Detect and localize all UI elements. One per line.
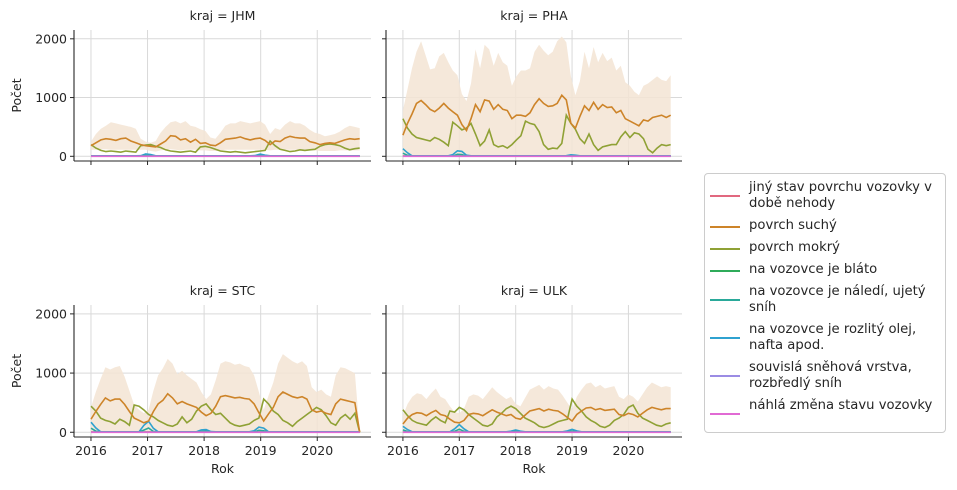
y-axis-label: Počet xyxy=(9,354,24,388)
x-tick-label: 2020 xyxy=(613,443,645,458)
series-line-sucha xyxy=(90,134,360,148)
y-tick-label: 1000 xyxy=(35,90,67,105)
confidence-band xyxy=(402,382,671,433)
series-line-sucha xyxy=(402,93,672,136)
series-line-sucha xyxy=(402,406,671,425)
legend: jiný stav povrchu vozovky v době nehody p… xyxy=(704,173,946,433)
y-axis-label: Počet xyxy=(9,78,24,112)
y-tick-label: 0 xyxy=(59,425,67,440)
x-tick-label: 2016 xyxy=(75,443,107,458)
facet-panel-jhm: kraj = JHM 0 1000 2000 Počet xyxy=(9,8,371,165)
facet-title: kraj = ULK xyxy=(501,283,568,298)
x-axis-label: Rok xyxy=(211,461,235,476)
confidence-band xyxy=(91,121,360,152)
facet-title: kraj = PHA xyxy=(500,8,568,23)
y-tick-label: 1000 xyxy=(35,366,67,381)
facet-panel-ulk: kraj = ULK 2016 2017 2018 2019 2020 Rok xyxy=(382,283,682,476)
x-tick-label: 2018 xyxy=(500,443,532,458)
x-axis-label: Rok xyxy=(522,461,546,476)
y-tick-label: 0 xyxy=(59,149,67,164)
legend-swatch xyxy=(710,270,740,272)
y-tick-label: 2000 xyxy=(35,31,67,46)
series-line-sucha xyxy=(90,391,361,433)
legend-label: jiný stav povrchu vozovky v době nehody xyxy=(749,180,932,211)
x-tick-label: 2019 xyxy=(245,443,277,458)
legend-swatch xyxy=(710,413,740,415)
legend-swatch xyxy=(710,337,740,339)
confidence-band xyxy=(91,354,360,433)
legend-label: na vozovce je náledí, ujetý sníh xyxy=(749,284,926,315)
legend-label: souvislá sněhová vrstva, rozbředlý sníh xyxy=(749,360,912,391)
series-line-mokry xyxy=(402,112,671,154)
legend-label: povrch mokrý xyxy=(749,240,840,255)
facet-panel-pha: kraj = PHA xyxy=(382,8,682,165)
facet-title: kraj = JHM xyxy=(190,8,256,23)
legend-swatch xyxy=(710,299,740,301)
legend-label: povrch suchý xyxy=(749,218,837,233)
legend-swatch xyxy=(710,226,740,228)
legend-swatch xyxy=(710,248,740,250)
series-line-mokry xyxy=(90,139,360,154)
confidence-band xyxy=(402,36,671,157)
legend-label: na vozovce je bláto xyxy=(749,262,878,277)
x-tick-label: 2019 xyxy=(556,443,588,458)
x-tick-label: 2018 xyxy=(188,443,220,458)
legend-swatch xyxy=(710,375,740,377)
facet-panel-stc: kraj = STC 0 1000 2000 Počet 2016 2017 2018 2019… xyxy=(9,283,371,476)
x-tick-label: 2020 xyxy=(301,443,333,458)
legend-swatch xyxy=(710,195,740,197)
x-tick-label: 2017 xyxy=(132,443,164,458)
series-line-mokry xyxy=(90,397,361,433)
x-tick-label: 2017 xyxy=(443,443,475,458)
legend-label: na vozovce je rozlitý olej, nafta apod. xyxy=(749,322,917,353)
legend-label: náhlá změna stavu vozovky xyxy=(749,398,933,413)
facet-title: kraj = STC xyxy=(190,283,256,298)
x-tick-label: 2016 xyxy=(387,443,419,458)
y-tick-label: 2000 xyxy=(35,306,67,321)
